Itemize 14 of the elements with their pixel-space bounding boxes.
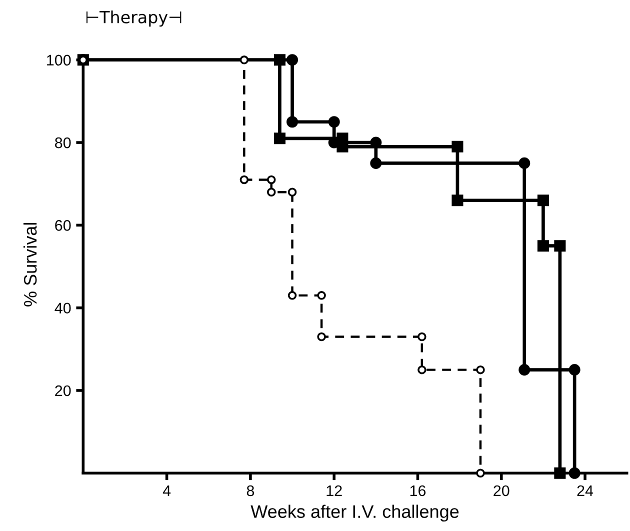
x-axis-title: Weeks after I.V. challenge	[250, 504, 459, 522]
x-tick-label: 4	[162, 485, 171, 496]
x-tick-label: 24	[577, 485, 594, 496]
y-tick-label: 20	[55, 385, 71, 396]
y-tick-label: 40	[54, 302, 71, 314]
y-tick-label: 60	[55, 220, 71, 231]
y-axis-title: % Survival	[23, 223, 37, 306]
x-tick-label: 20	[494, 485, 510, 496]
x-tick-label: 8	[246, 485, 254, 496]
y-tick-label: 100	[47, 54, 71, 66]
text: ⊢Therapy⊣	[86, 10, 182, 27]
x-tick-label: 16	[410, 485, 426, 496]
x-tick-label: 12	[326, 485, 342, 496]
y-tick-label: 80	[55, 137, 71, 148]
